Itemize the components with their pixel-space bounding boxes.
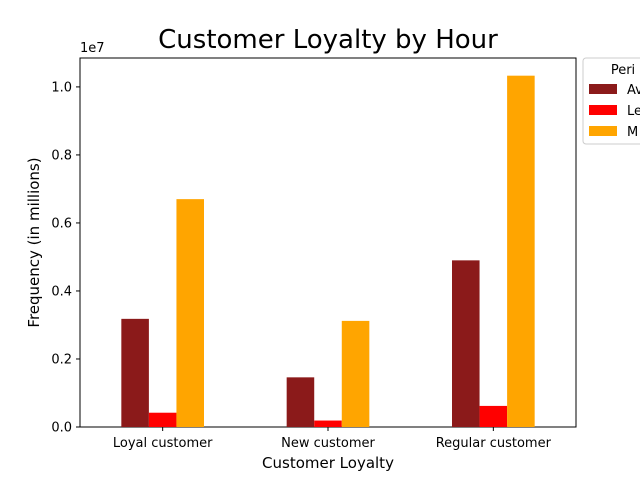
bar-av-0	[121, 318, 149, 427]
bar-m-2	[507, 75, 535, 428]
bar-av-1	[286, 377, 315, 427]
x-axis: Loyal customer New customer Regular custom…	[113, 427, 552, 451]
y-tick-label: 0.0	[51, 421, 72, 436]
x-tick-label: Loyal customer	[113, 436, 213, 451]
y-axis-label: Frequency (in millions)	[25, 157, 43, 327]
legend-title: Peri	[611, 63, 635, 78]
legend-label: Le	[627, 104, 640, 119]
x-tick-label: Regular customer	[436, 436, 552, 451]
y-axis: 0.0 0.2 0.4 0.6 0.8 1.0	[51, 80, 80, 436]
y-tick-label: 0.2	[51, 352, 72, 367]
legend-swatch	[589, 105, 617, 115]
y-tick-label: 0.4	[51, 284, 72, 299]
y-tick-label: 0.8	[51, 148, 72, 163]
legend-box	[582, 57, 640, 145]
x-axis-label: Customer Loyalty	[262, 454, 394, 472]
legend-swatch	[589, 84, 617, 94]
y-offset-label: 1e7	[80, 41, 105, 56]
legend-label: Av	[627, 83, 640, 98]
bar-m-0	[176, 199, 204, 427]
chart-title: Customer Loyalty by Hour	[158, 25, 498, 55]
y-tick-label: 1.0	[51, 80, 72, 95]
bars-group	[121, 75, 535, 428]
x-tick-label: New customer	[281, 436, 375, 451]
y-tick-label: 0.6	[51, 216, 72, 231]
plot-area-frame	[79, 57, 577, 428]
bar-av-2	[452, 260, 480, 427]
legend: Peri Av Le M	[582, 57, 640, 145]
legend-label: M	[627, 125, 638, 140]
bar-le-1	[314, 420, 342, 427]
bar-m-1	[341, 320, 370, 427]
legend-swatch	[589, 126, 617, 136]
bar-le-2	[479, 405, 508, 427]
bar-le-0	[148, 412, 177, 427]
